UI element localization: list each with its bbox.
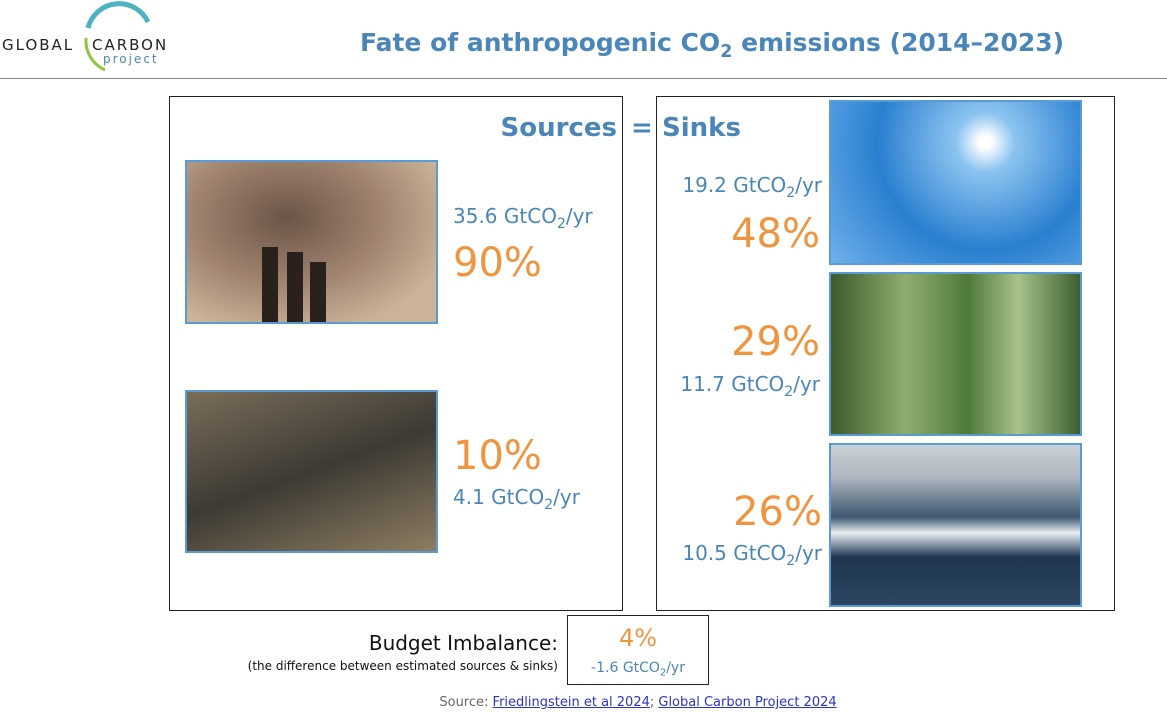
amount-sub: 2: [786, 552, 796, 569]
logo-arc: [84, 37, 106, 72]
logo-word: project: [103, 52, 159, 66]
chimney: [310, 262, 326, 322]
source-link[interactable]: Global Carbon Project 2024: [658, 695, 837, 710]
logo-word: CARBON: [92, 36, 168, 54]
amount-text: /yr: [666, 660, 685, 676]
chimney: [287, 252, 303, 322]
imbalance-note: (the difference between estimated source…: [247, 659, 558, 673]
forest-image: [829, 272, 1082, 436]
amount-text: /yr: [553, 485, 580, 509]
logo-arc: [85, 1, 151, 29]
title: Fate of anthropogenic CO2 emissions (201…: [360, 28, 1064, 62]
amount: 11.7 GtCO2/yr: [660, 372, 820, 400]
amount: -1.6 GtCO2/yr: [567, 660, 709, 678]
amount-text: 11.7 GtCO: [680, 372, 785, 396]
title-text: emissions (2014–2023): [732, 28, 1065, 57]
percent: 4%: [618, 624, 658, 652]
percent: 29%: [731, 319, 820, 365]
amount: 4.1 GtCO2/yr: [453, 485, 580, 513]
amount: 35.6 GtCO2/yr: [453, 204, 593, 232]
chimney: [262, 247, 278, 322]
logo: GLOBAL CARBON project: [2, 1, 168, 72]
title-text: Fate of anthropogenic CO: [360, 28, 721, 57]
amount-sub: 2: [556, 215, 566, 232]
logo-word: GLOBAL: [2, 36, 74, 54]
amount-text: -1.6 GtCO: [591, 660, 660, 676]
amount-sub: 2: [786, 184, 796, 201]
sinks-box: [656, 96, 1115, 611]
sinks-heading: Sinks: [662, 113, 741, 143]
fossil-image: [185, 160, 438, 324]
amount-sub: 2: [544, 496, 554, 513]
header-rule: [0, 78, 1167, 79]
amount-text: /yr: [795, 173, 822, 197]
percent: 48%: [731, 211, 820, 257]
source-link[interactable]: Friedlingstein et al 2024: [492, 695, 650, 710]
amount-text: /yr: [793, 372, 820, 396]
source-sep: ;: [649, 695, 659, 710]
source-line: Source: Friedlingstein et al 2024; Globa…: [300, 695, 976, 710]
sources-heading: Sources: [500, 113, 617, 143]
equals: =: [631, 113, 653, 143]
amount-sub: 2: [659, 667, 667, 679]
amount-text: 10.5 GtCO: [682, 541, 787, 565]
amount-text: /yr: [795, 541, 822, 565]
imbalance-box: [567, 615, 709, 685]
percent: 26%: [733, 489, 822, 535]
amount-text: 4.1 GtCO: [453, 485, 545, 509]
sources-box: [169, 96, 623, 611]
amount-text: 35.6 GtCO: [453, 204, 557, 228]
percent: 90%: [453, 240, 542, 286]
sky-image: [829, 100, 1082, 265]
amount-text: 19.2 GtCO: [682, 173, 787, 197]
amount: 19.2 GtCO2/yr: [660, 173, 822, 201]
ocean-image: [829, 443, 1082, 607]
imbalance-label: Budget Imbalance:: [368, 631, 558, 655]
amount: 10.5 GtCO2/yr: [660, 541, 822, 569]
source-label: Source:: [439, 695, 493, 710]
amount-sub: 2: [784, 383, 794, 400]
percent: 10%: [453, 433, 542, 479]
land-use-image: [185, 390, 438, 553]
title-sub: 2: [720, 42, 733, 63]
amount-text: /yr: [565, 204, 593, 228]
